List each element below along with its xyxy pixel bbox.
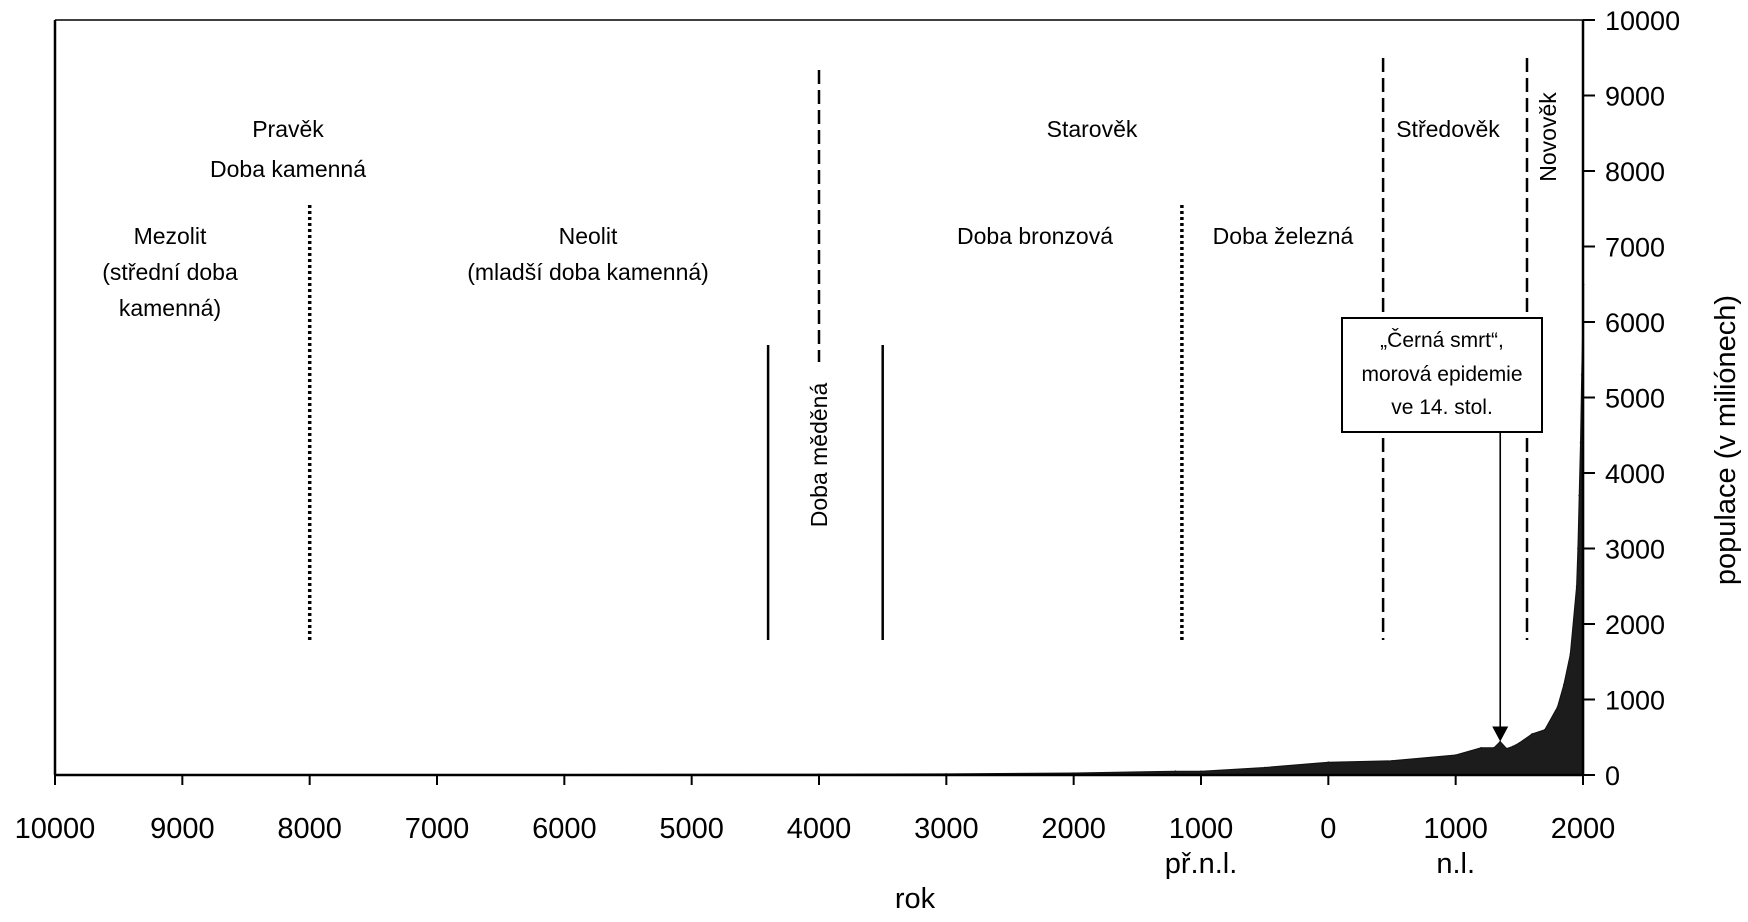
data-point	[1499, 740, 1501, 743]
data-point	[1512, 745, 1514, 748]
data-point	[1493, 747, 1495, 749]
x-tick-label: 1000	[1423, 813, 1488, 845]
x-era-label: n.l.	[1436, 848, 1475, 880]
data-point	[1575, 585, 1578, 588]
doba-medena-label: Doba měděná	[806, 383, 832, 528]
data-point	[1263, 766, 1266, 769]
data-point	[1578, 494, 1580, 497]
x-tick-label: 2000	[1551, 813, 1616, 845]
callout-line-3: ve 14. stol.	[1391, 396, 1493, 419]
novovek-label: Novověk	[1535, 92, 1561, 182]
x-era-label: př.n.l.	[1165, 848, 1238, 880]
callout-box	[1341, 317, 1543, 433]
data-point	[1556, 706, 1559, 708]
data-point	[1327, 761, 1330, 763]
data-point	[1454, 754, 1457, 756]
y-tick-label: 7000	[1605, 233, 1665, 263]
data-point	[1531, 733, 1533, 735]
data-point	[1577, 547, 1579, 550]
x-tick-label: 0	[1320, 813, 1336, 845]
x-tick-label: 1000	[1169, 813, 1234, 845]
y-tick-label: 8000	[1605, 157, 1665, 187]
doba-kamenna-label: Doba kamenná	[210, 156, 366, 182]
axes	[53, 19, 1595, 785]
starovek-label: Starověk	[1047, 116, 1138, 142]
data-point	[1569, 653, 1572, 655]
callout-arrowhead-icon	[1492, 726, 1509, 742]
y-tick-label: 2000	[1605, 610, 1665, 640]
data-point	[1579, 442, 1582, 444]
tick-labels: 10000 9000 8000 7000 6000 5000 4000 3000 2000 100…	[15, 6, 1680, 880]
x-tick-label: 6000	[532, 813, 597, 845]
y-tick-label: 0	[1605, 761, 1620, 791]
neolit-label: Neolit	[559, 223, 618, 249]
y-tick-label: 3000	[1605, 535, 1665, 565]
data-point	[1563, 683, 1565, 686]
y-tick-label: 10000	[1605, 6, 1680, 36]
data-point	[1480, 747, 1482, 749]
mezolit-label: Mezolit (střední doba kamenná)	[102, 223, 238, 321]
y-tick-label: 9000	[1605, 82, 1665, 112]
mezolit-line-2: (střední doba	[102, 259, 238, 285]
y-tick-label: 1000	[1605, 686, 1665, 716]
x-tick-label: 7000	[405, 813, 470, 845]
x-tick-label: 9000	[150, 813, 215, 845]
y-tick-label: 5000	[1605, 384, 1665, 414]
y-tick-label: 4000	[1605, 459, 1665, 489]
mezolit-line-1: Mezolit	[134, 223, 207, 249]
data-point	[1505, 747, 1508, 750]
y-axis-title: populace (v miliónech)	[1710, 295, 1742, 585]
data-point	[1518, 742, 1521, 744]
x-axis-title: rok	[895, 883, 936, 915]
doba-zelezna-label: Doba železná	[1213, 223, 1354, 249]
x-tick-label: 5000	[659, 813, 724, 845]
x-tick-label: 2000	[1041, 813, 1106, 845]
data-point	[1200, 770, 1202, 772]
data-point	[1174, 770, 1177, 772]
callout-line-2: morová epidemie	[1361, 363, 1522, 386]
callout-line-1: „Černá smrt“,	[1380, 329, 1504, 352]
x-tick-label: 3000	[914, 813, 979, 845]
data-point	[1544, 728, 1546, 731]
mezolit-line-3: kamenná)	[119, 295, 221, 321]
doba-bronzova-label: Doba bronzová	[957, 223, 1113, 249]
stredovek-label: Středověk	[1396, 116, 1500, 142]
cerna-smrt-callout: „Černá smrt“, morová epidemie ve 14. sto…	[1341, 317, 1543, 742]
x-tick-label: 4000	[787, 813, 852, 845]
neolit-sublabel: (mladší doba kamenná)	[467, 259, 709, 285]
x-tick-label: 10000	[15, 813, 96, 845]
x-tick-label: 8000	[277, 813, 342, 845]
pravek-label: Pravěk	[252, 116, 324, 142]
data-point	[1072, 772, 1075, 774]
data-point	[1391, 759, 1393, 762]
y-tick-label: 6000	[1605, 308, 1665, 338]
